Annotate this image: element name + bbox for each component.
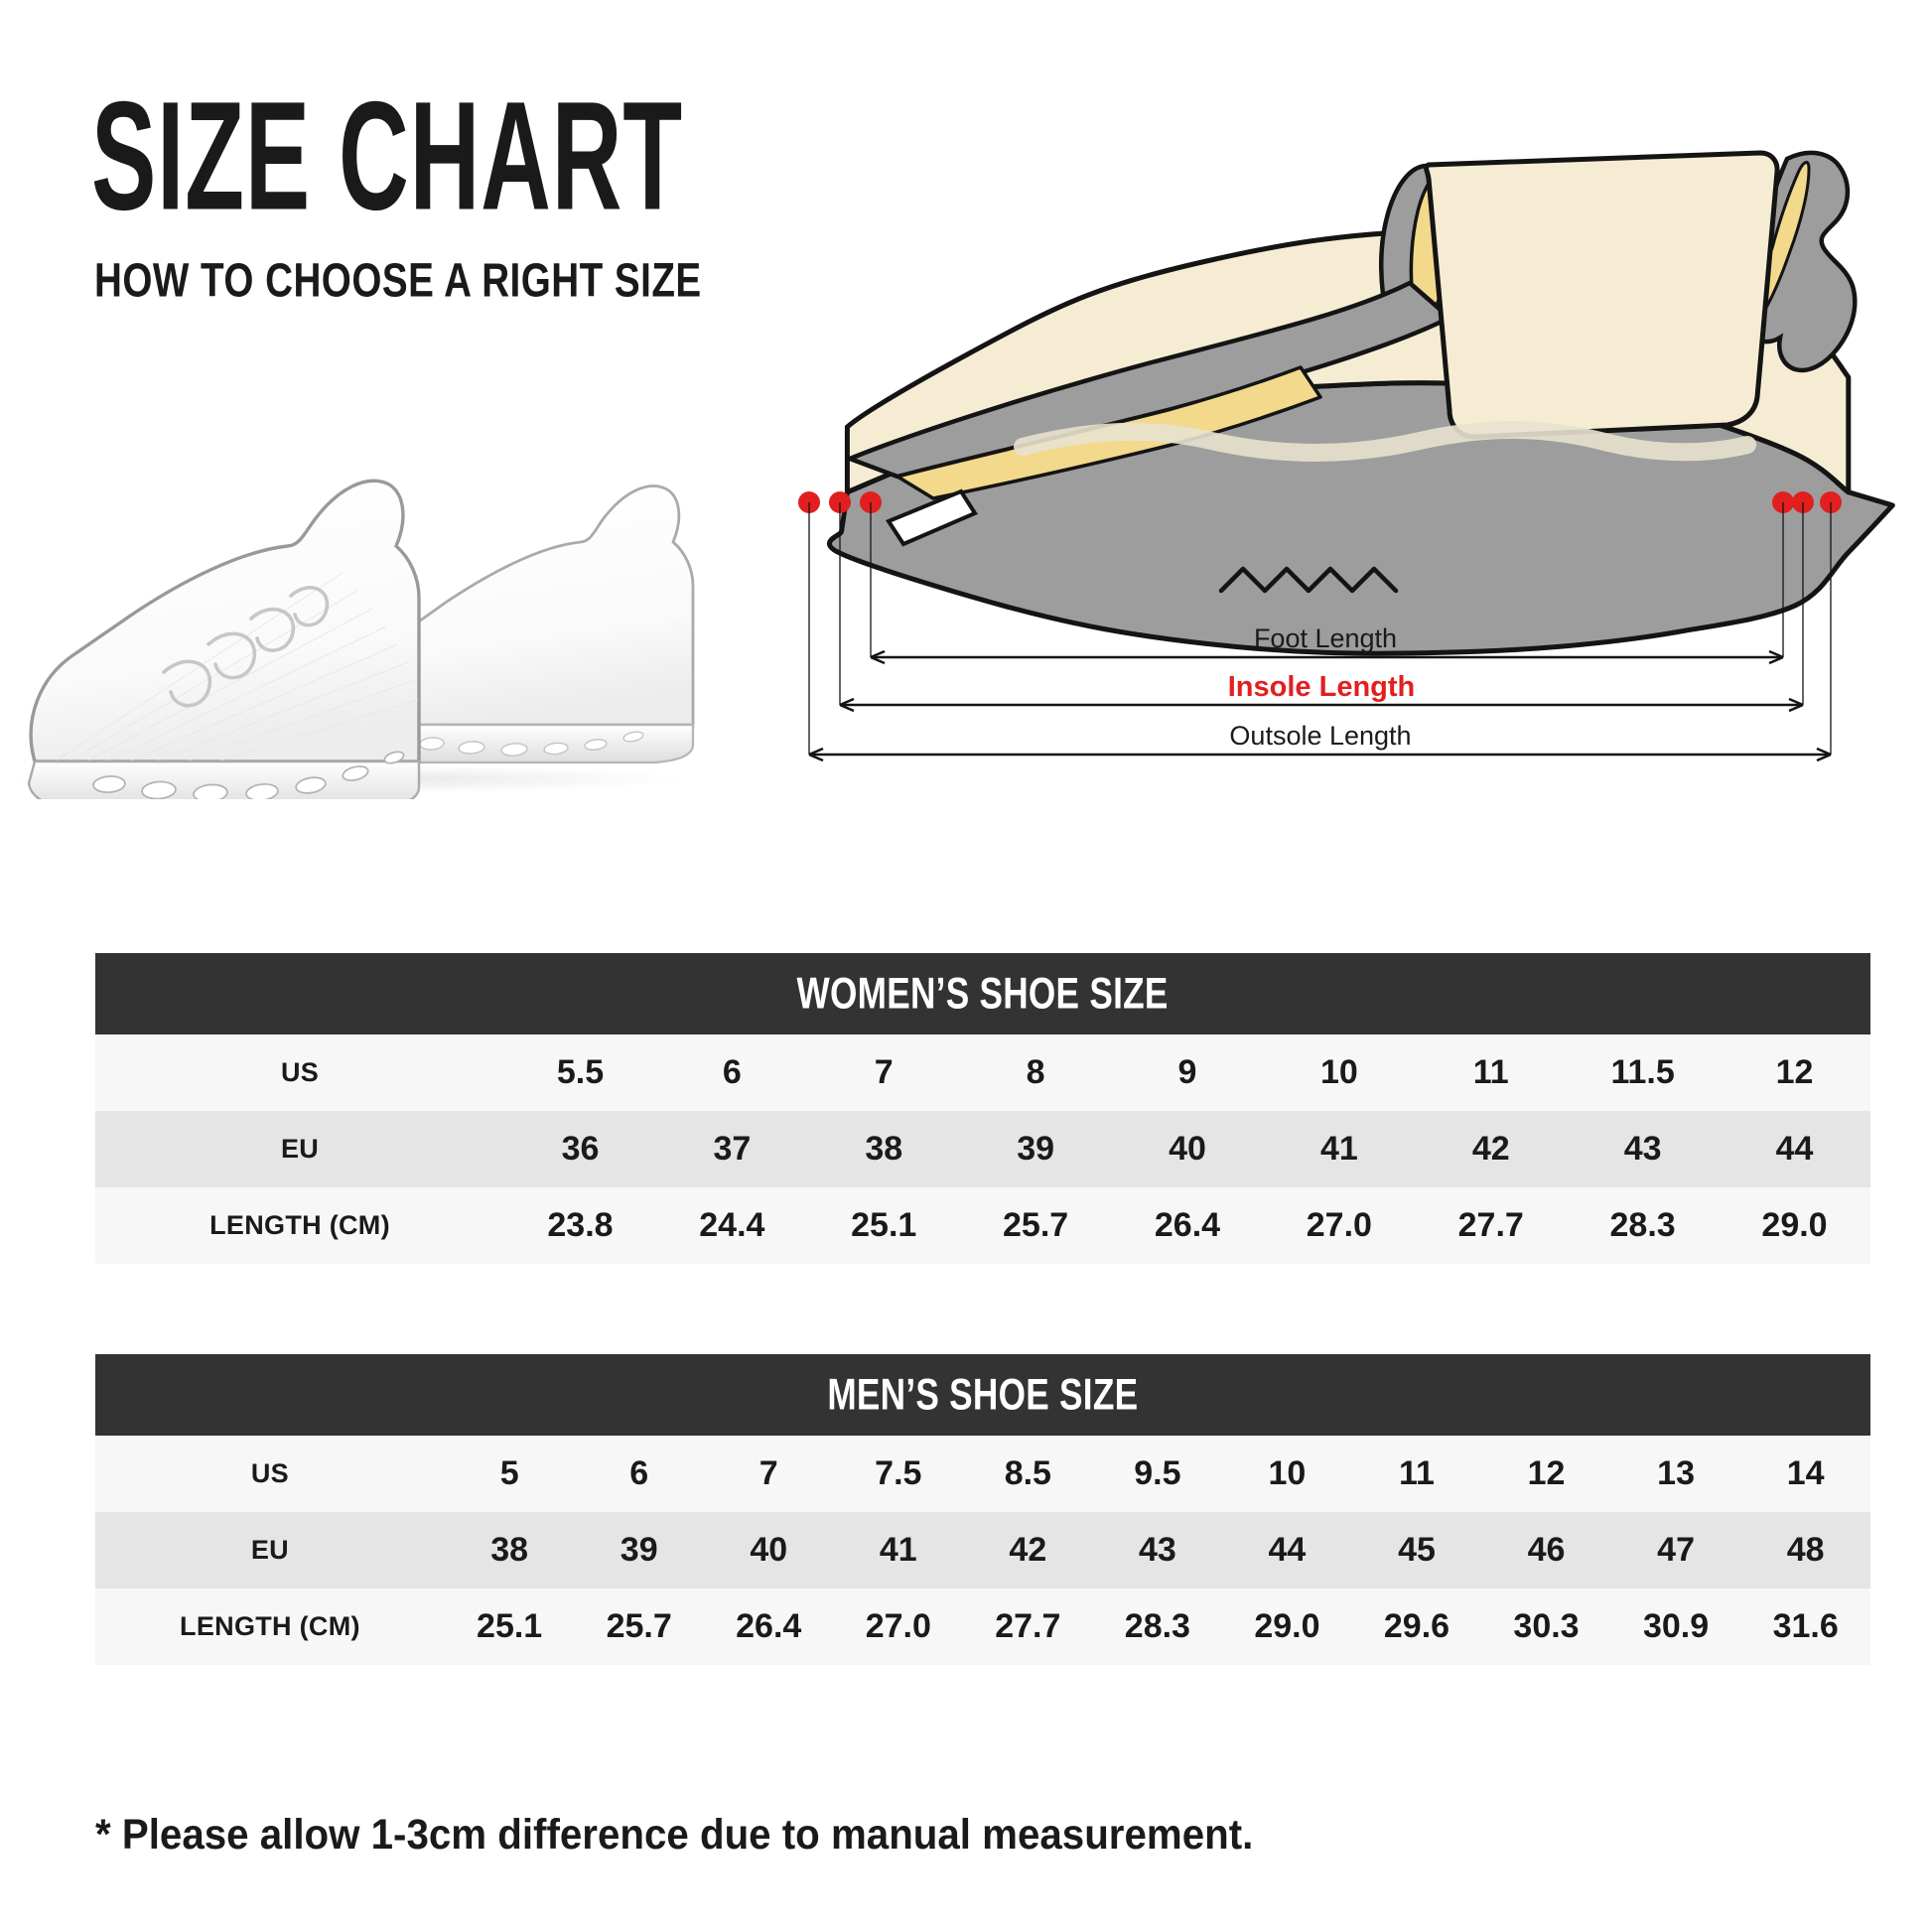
svg-text:Outsole Length: Outsole Length [1229, 721, 1411, 751]
svg-text:Insole Length: Insole Length [1228, 671, 1416, 703]
svg-text:Foot Length: Foot Length [1254, 623, 1397, 653]
